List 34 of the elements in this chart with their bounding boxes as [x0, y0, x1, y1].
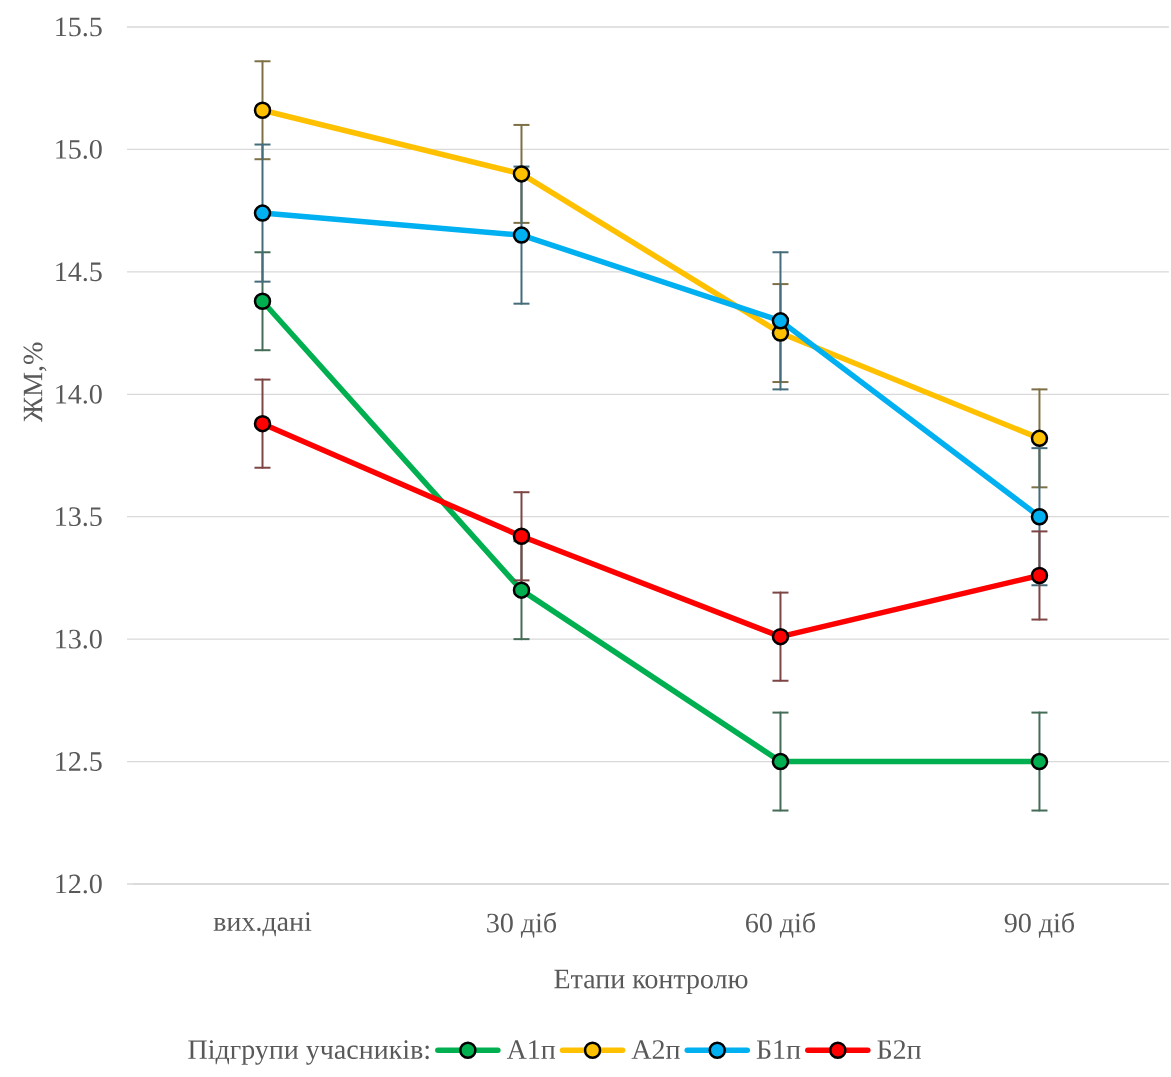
y-tick-label: 15.0	[56, 139, 102, 159]
y-tick-label: 14.5	[56, 262, 102, 282]
point	[512, 226, 531, 244]
legend-label: А2п	[631, 1040, 680, 1059]
y-tick-label: 14.0	[56, 384, 102, 404]
y-axis-title: ЖМ,%	[23, 342, 47, 422]
legend-label: Б2п	[877, 1040, 921, 1059]
point	[771, 312, 790, 330]
y-tick-label: 12.0	[56, 874, 102, 894]
y-tick-label: 12.5	[56, 752, 102, 772]
point	[512, 581, 531, 599]
x-tick-label: вих.дані	[213, 912, 312, 937]
x-tick-label: 60 діб	[746, 912, 816, 938]
x-tick-label: 90 діб	[1004, 912, 1074, 938]
legend-title: Підгрупи учасників:	[188, 1040, 429, 1065]
point	[253, 204, 272, 222]
point	[771, 627, 790, 646]
point	[1030, 752, 1049, 771]
y-tick-label: 15.5	[56, 17, 102, 37]
point	[253, 292, 272, 310]
point	[512, 165, 531, 183]
point	[1030, 429, 1049, 448]
point	[253, 414, 272, 433]
point	[1030, 566, 1049, 585]
point	[1030, 507, 1049, 526]
x-tick-label: 30 діб	[487, 912, 557, 938]
legend-label: А1п	[506, 1040, 556, 1059]
legend-label: Б1п	[756, 1040, 801, 1059]
point	[512, 527, 531, 546]
x-axis-title: Етапи контролю	[554, 969, 748, 995]
y-tick-label: 13.0	[56, 629, 102, 649]
point	[771, 752, 790, 771]
y-tick-label: 13.5	[56, 507, 102, 527]
point	[253, 101, 272, 119]
